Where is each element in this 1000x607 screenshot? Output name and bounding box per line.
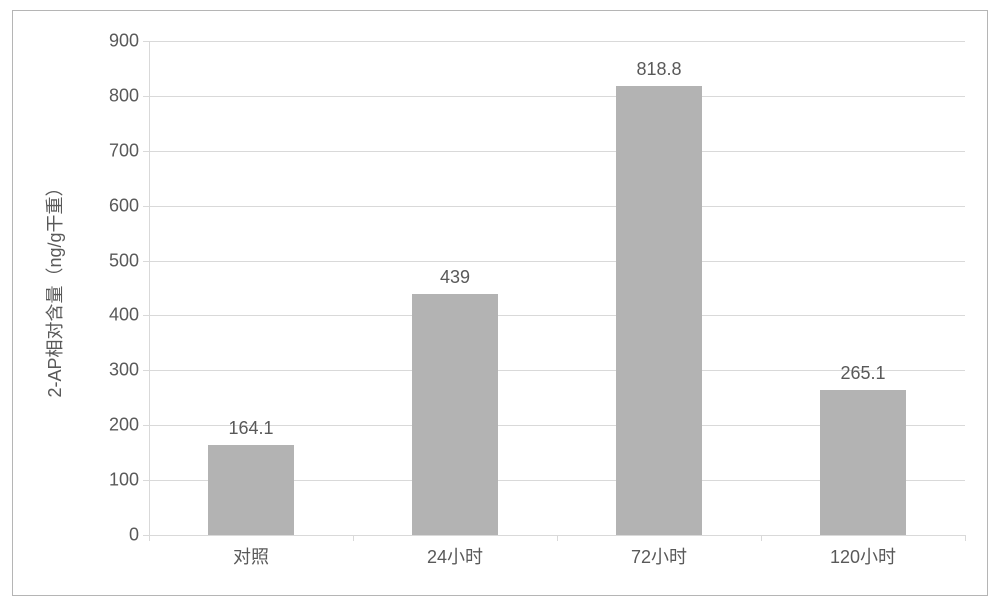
x-tick-mark [761,535,762,541]
bar-value-label: 818.8 [636,59,681,86]
bar-value-label: 439 [440,267,470,294]
x-tick-label: 对照 [233,535,269,569]
x-tick-label: 24小时 [427,535,483,569]
gridline [149,315,965,316]
bar: 164.1 [208,445,294,535]
bar-value-label: 164.1 [228,418,273,445]
gridline [149,261,965,262]
x-tick-label: 120小时 [830,535,896,569]
chart-frame: 0100200300400500600700800900164.1对照43924… [12,10,988,596]
gridline [149,151,965,152]
gridline [149,96,965,97]
x-tick-mark [149,535,150,541]
y-axis-line [149,41,150,535]
bar: 439 [412,294,498,535]
x-tick-mark [353,535,354,541]
gridline [149,206,965,207]
gridline [149,41,965,42]
bar: 818.8 [616,86,702,535]
x-tick-label: 72小时 [631,535,687,569]
bar: 265.1 [820,390,906,536]
plot-area: 0100200300400500600700800900164.1对照43924… [149,41,965,535]
x-tick-mark [965,535,966,541]
y-axis-title: 2-AP相对含量（ng/g干重） [41,178,67,397]
bar-value-label: 265.1 [840,363,885,390]
x-tick-mark [557,535,558,541]
